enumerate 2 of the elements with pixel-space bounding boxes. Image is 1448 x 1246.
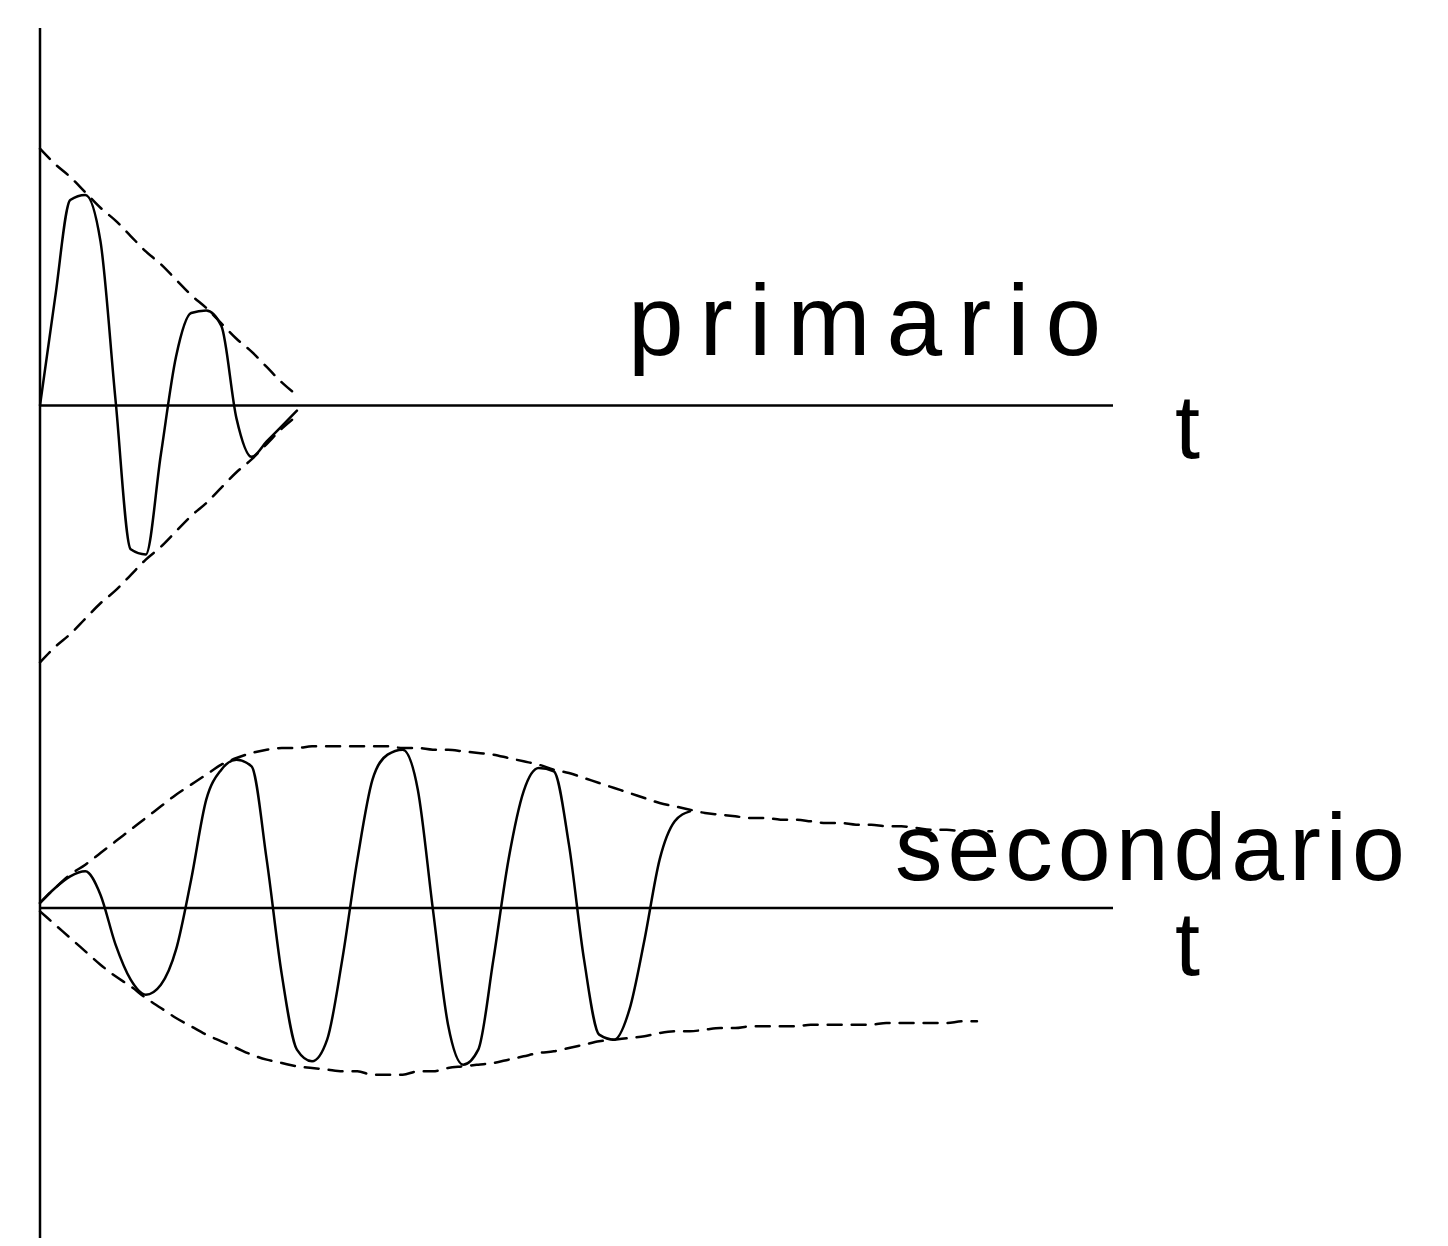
text: primario	[628, 264, 1118, 376]
x-axis-title: t	[1175, 377, 1201, 477]
